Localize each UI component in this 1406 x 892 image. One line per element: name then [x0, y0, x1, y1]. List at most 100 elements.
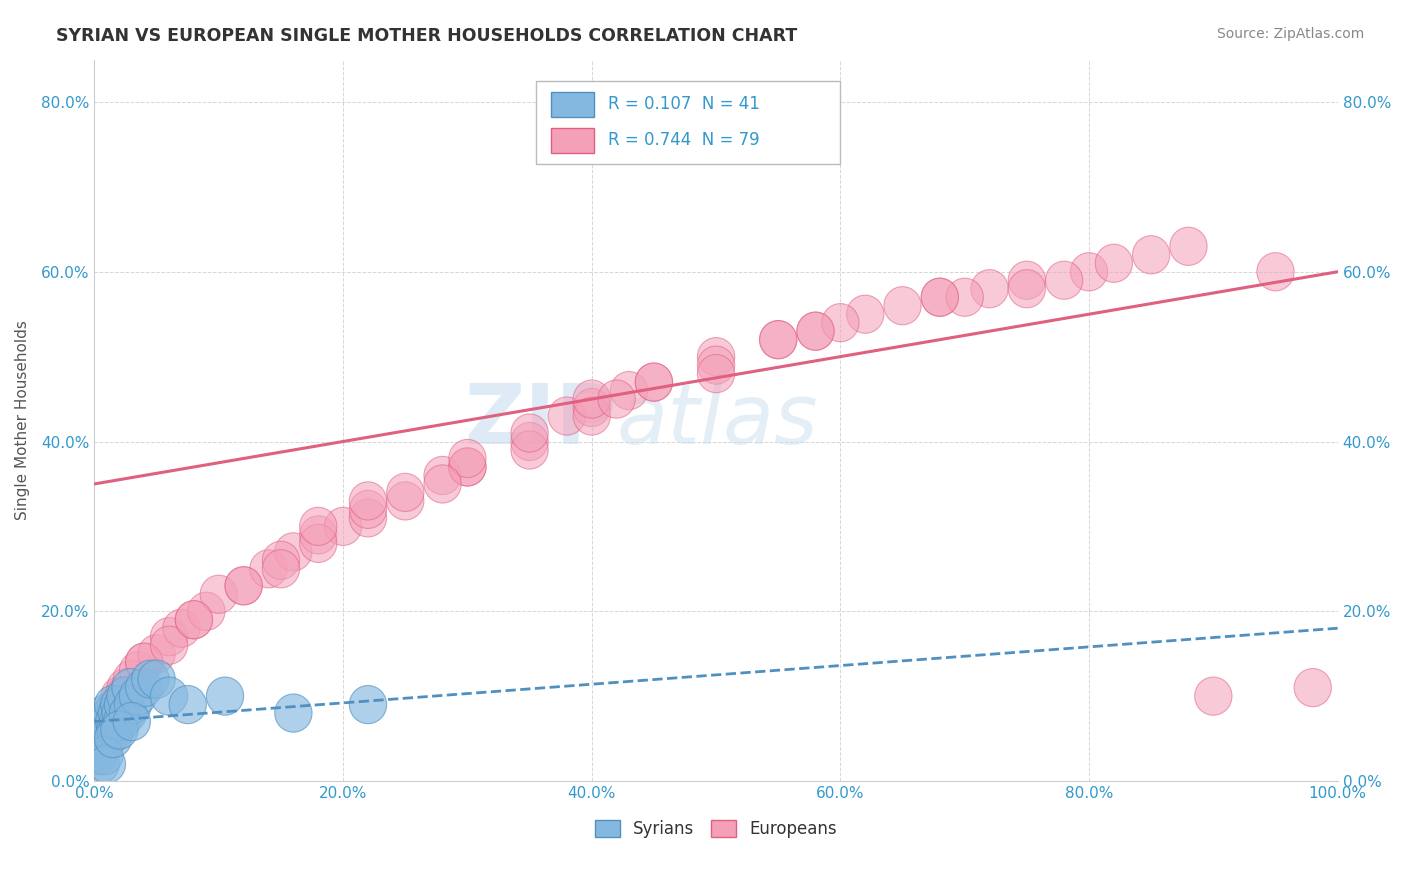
Ellipse shape	[176, 600, 212, 639]
Ellipse shape	[449, 440, 486, 477]
Ellipse shape	[94, 694, 132, 732]
Ellipse shape	[846, 295, 884, 334]
Ellipse shape	[125, 668, 163, 706]
Ellipse shape	[94, 720, 132, 757]
Ellipse shape	[103, 703, 141, 740]
Ellipse shape	[797, 312, 834, 351]
Ellipse shape	[101, 677, 138, 715]
Ellipse shape	[574, 397, 610, 435]
Ellipse shape	[91, 711, 129, 749]
Ellipse shape	[86, 737, 124, 774]
Legend: Syrians, Europeans: Syrians, Europeans	[588, 814, 844, 845]
Ellipse shape	[169, 685, 207, 723]
Ellipse shape	[425, 457, 461, 494]
Ellipse shape	[884, 286, 921, 325]
Ellipse shape	[93, 694, 131, 732]
Ellipse shape	[225, 566, 263, 605]
Ellipse shape	[101, 694, 139, 732]
Ellipse shape	[1070, 252, 1108, 291]
Ellipse shape	[972, 269, 1008, 308]
Ellipse shape	[250, 549, 287, 588]
Ellipse shape	[112, 703, 150, 740]
Ellipse shape	[263, 541, 299, 580]
Ellipse shape	[1132, 235, 1170, 274]
Ellipse shape	[138, 660, 176, 698]
Ellipse shape	[759, 320, 797, 359]
Ellipse shape	[299, 524, 337, 563]
Ellipse shape	[387, 474, 425, 511]
Ellipse shape	[96, 703, 134, 740]
Ellipse shape	[79, 737, 115, 774]
Ellipse shape	[797, 312, 834, 351]
Ellipse shape	[349, 482, 387, 520]
Ellipse shape	[104, 677, 142, 715]
Ellipse shape	[946, 278, 983, 317]
Ellipse shape	[91, 703, 128, 740]
Ellipse shape	[107, 668, 145, 706]
Ellipse shape	[697, 354, 735, 392]
Ellipse shape	[80, 737, 117, 774]
Ellipse shape	[91, 703, 128, 740]
Ellipse shape	[97, 711, 134, 749]
Text: SYRIAN VS EUROPEAN SINGLE MOTHER HOUSEHOLDS CORRELATION CHART: SYRIAN VS EUROPEAN SINGLE MOTHER HOUSEHO…	[56, 27, 797, 45]
Ellipse shape	[86, 703, 124, 740]
Ellipse shape	[299, 508, 337, 546]
Ellipse shape	[80, 720, 118, 757]
Ellipse shape	[921, 278, 959, 317]
Ellipse shape	[163, 609, 200, 648]
Ellipse shape	[125, 643, 163, 681]
Y-axis label: Single Mother Households: Single Mother Households	[15, 320, 30, 520]
Text: ZIP: ZIP	[464, 380, 617, 461]
Ellipse shape	[83, 720, 121, 757]
Ellipse shape	[87, 711, 124, 749]
Ellipse shape	[150, 677, 188, 715]
Ellipse shape	[1008, 261, 1046, 300]
Ellipse shape	[299, 516, 337, 554]
Ellipse shape	[510, 431, 548, 469]
Ellipse shape	[636, 363, 672, 401]
Ellipse shape	[120, 651, 156, 690]
Ellipse shape	[1046, 261, 1083, 300]
Ellipse shape	[200, 575, 238, 614]
Ellipse shape	[1170, 227, 1208, 266]
Ellipse shape	[90, 720, 127, 757]
Ellipse shape	[1095, 244, 1132, 283]
Ellipse shape	[82, 728, 120, 766]
Ellipse shape	[574, 388, 610, 426]
Ellipse shape	[449, 448, 486, 486]
Ellipse shape	[449, 448, 486, 486]
Ellipse shape	[510, 423, 548, 460]
Ellipse shape	[574, 380, 610, 418]
Ellipse shape	[132, 660, 169, 698]
Ellipse shape	[84, 720, 122, 757]
FancyBboxPatch shape	[551, 128, 595, 153]
Ellipse shape	[94, 685, 132, 723]
Ellipse shape	[636, 363, 672, 401]
Ellipse shape	[89, 745, 125, 783]
Ellipse shape	[150, 617, 188, 656]
Ellipse shape	[98, 685, 135, 723]
Ellipse shape	[114, 685, 152, 723]
Ellipse shape	[82, 711, 120, 749]
Ellipse shape	[125, 643, 163, 681]
Ellipse shape	[425, 465, 461, 503]
Ellipse shape	[510, 414, 548, 452]
Ellipse shape	[107, 677, 145, 715]
Text: R = 0.744  N = 79: R = 0.744 N = 79	[607, 131, 759, 149]
Ellipse shape	[80, 728, 117, 766]
Ellipse shape	[1195, 677, 1232, 715]
Ellipse shape	[325, 508, 361, 546]
Ellipse shape	[548, 397, 585, 435]
FancyBboxPatch shape	[551, 92, 595, 118]
Ellipse shape	[1294, 668, 1331, 706]
Ellipse shape	[274, 533, 312, 571]
Ellipse shape	[104, 685, 142, 723]
Ellipse shape	[207, 677, 243, 715]
Ellipse shape	[387, 482, 425, 520]
Ellipse shape	[263, 549, 299, 588]
Ellipse shape	[225, 566, 263, 605]
Ellipse shape	[610, 371, 648, 409]
Ellipse shape	[112, 660, 150, 698]
Ellipse shape	[138, 634, 176, 673]
Text: atlas: atlas	[617, 380, 818, 461]
